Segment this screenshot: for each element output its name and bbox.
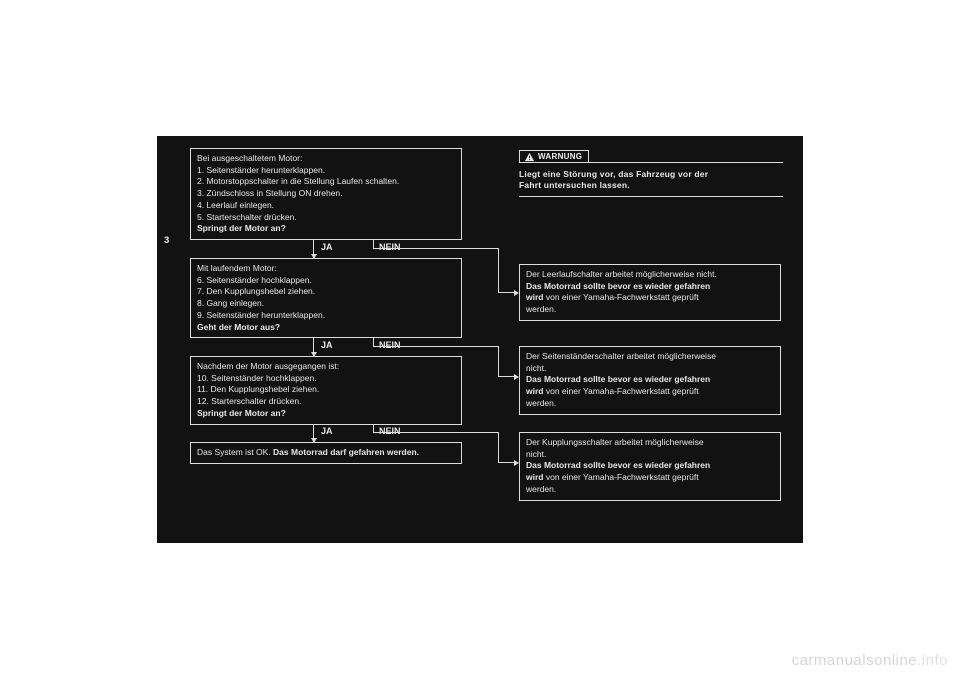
warning-label: WARNUNG — [538, 152, 582, 161]
conn-nein-3h — [373, 432, 498, 433]
b1-l5: 5. Starterschalter drücken. — [197, 212, 455, 224]
conn-nein-1h — [373, 248, 498, 249]
b2-l4: 9. Seitenständer herunterklappen. — [197, 310, 455, 322]
lbl-nein-2: NEIN — [379, 340, 401, 350]
conn-nein-3v — [373, 424, 374, 432]
flow-box-2: Mit laufendem Motor: 6. Seitenständer ho… — [190, 258, 462, 338]
b1-l3: 3. Zündschloss in Stellung ON drehen. — [197, 188, 455, 200]
conn-nein-3h2 — [498, 462, 514, 463]
b2-l1: 6. Seitenständer hochklappen. — [197, 275, 455, 287]
r3-l1: Der Kupplungsschalter arbeitet möglicher… — [526, 437, 774, 449]
flow-box-ok: Das System ist OK. Das Motorrad darf gef… — [190, 442, 462, 464]
section-number: 3 — [164, 235, 169, 246]
watermark: carmanualsonline.info — [792, 652, 948, 669]
conn-nein-1v2 — [498, 248, 499, 292]
r1-last: werden. — [526, 304, 774, 316]
b3-q: Springt der Motor an? — [197, 408, 455, 420]
r1-cont: wird von einer Yamaha-Fachwerkstatt gepr… — [526, 292, 774, 304]
conn-nein-1v — [373, 240, 374, 248]
b2-l2: 7. Den Kupplungshebel ziehen. — [197, 286, 455, 298]
conn-nein-2v — [373, 338, 374, 346]
warning-line-2: Fahrt untersuchen lassen. — [519, 180, 630, 190]
r2-l1b: nicht. — [526, 363, 774, 375]
conn-nein-2h — [373, 346, 498, 347]
warning-rule-top — [589, 162, 783, 163]
b2-q: Geht der Motor aus? — [197, 322, 455, 334]
r1-bold: Das Motorrad sollte bevor es wieder gefa… — [526, 281, 774, 293]
b3-l3: 12. Starterschalter drücken. — [197, 396, 455, 408]
conn-nein-3v2 — [498, 432, 499, 462]
watermark-suffix: .info — [917, 652, 948, 669]
warning-rule-bottom — [519, 196, 783, 197]
b3-l0: Nachdem der Motor ausgegangen ist: — [197, 361, 455, 373]
lbl-ja-1: JA — [321, 242, 333, 252]
b3-l1: 10. Seitenständer hochklappen. — [197, 373, 455, 385]
r3-last: werden. — [526, 484, 774, 496]
conn-ja-3 — [313, 424, 314, 439]
r3-cont: wird von einer Yamaha-Fachwerkstatt gepr… — [526, 472, 774, 484]
conn-nein-1h2 — [498, 292, 514, 293]
b1-l1: 1. Seitenständer herunterklappen. — [197, 165, 455, 177]
b3-l2: 11. Den Kupplungshebel ziehen. — [197, 384, 455, 396]
r2-l1: Der Seitenständerschalter arbeitet mögli… — [526, 351, 774, 363]
scan-frame: 3 WARNUNG Liegt eine Störung vor, das Fa… — [157, 136, 803, 543]
right-box-3: Der Kupplungsschalter arbeitet möglicher… — [519, 432, 781, 501]
conn-nein-2v2 — [498, 346, 499, 376]
r3-bold: Das Motorrad sollte bevor es wieder gefa… — [526, 460, 774, 472]
scan-content: 3 WARNUNG Liegt eine Störung vor, das Fa… — [157, 136, 803, 543]
ok-pre: Das System ist OK. — [197, 447, 273, 457]
b1-q: Springt der Motor an? — [197, 223, 455, 235]
conn-ja-1 — [313, 240, 314, 255]
ok-bold: Das Motorrad darf gefahren werden. — [273, 447, 419, 457]
b1-l2: 2. Motorstoppschalter in die Stellung La… — [197, 176, 455, 188]
b2-l0: Mit laufendem Motor: — [197, 263, 455, 275]
b1-l0: Bei ausgeschaltetem Motor: — [197, 153, 455, 165]
warning-text: Liegt eine Störung vor, das Fahrzeug vor… — [519, 169, 789, 192]
b2-l3: 8. Gang einlegen. — [197, 298, 455, 310]
r2-last: werden. — [526, 398, 774, 410]
b1-l4: 4. Leerlauf einlegen. — [197, 200, 455, 212]
lbl-ja-2: JA — [321, 340, 333, 350]
r3-l1b: nicht. — [526, 449, 774, 461]
r2-bold: Das Motorrad sollte bevor es wieder gefa… — [526, 374, 774, 386]
warning-line-1: Liegt eine Störung vor, das Fahrzeug vor… — [519, 169, 708, 179]
conn-nein-2h2 — [498, 376, 514, 377]
lbl-nein-3: NEIN — [379, 426, 401, 436]
r1-l1: Der Leerlaufschalter arbeitet möglicherw… — [526, 269, 774, 281]
r2-cont: wird von einer Yamaha-Fachwerkstatt gepr… — [526, 386, 774, 398]
right-box-1: Der Leerlaufschalter arbeitet möglicherw… — [519, 264, 781, 321]
flow-box-3: Nachdem der Motor ausgegangen ist: 10. S… — [190, 356, 462, 425]
warning-badge: WARNUNG — [519, 150, 589, 163]
warning-icon — [524, 152, 535, 163]
right-box-2: Der Seitenständerschalter arbeitet mögli… — [519, 346, 781, 415]
watermark-brand: carmanualsonline — [792, 652, 918, 669]
lbl-nein-1: NEIN — [379, 242, 401, 252]
flow-box-1: Bei ausgeschaltetem Motor: 1. Seitenstän… — [190, 148, 462, 240]
lbl-ja-3: JA — [321, 426, 333, 436]
conn-ja-2 — [313, 338, 314, 353]
